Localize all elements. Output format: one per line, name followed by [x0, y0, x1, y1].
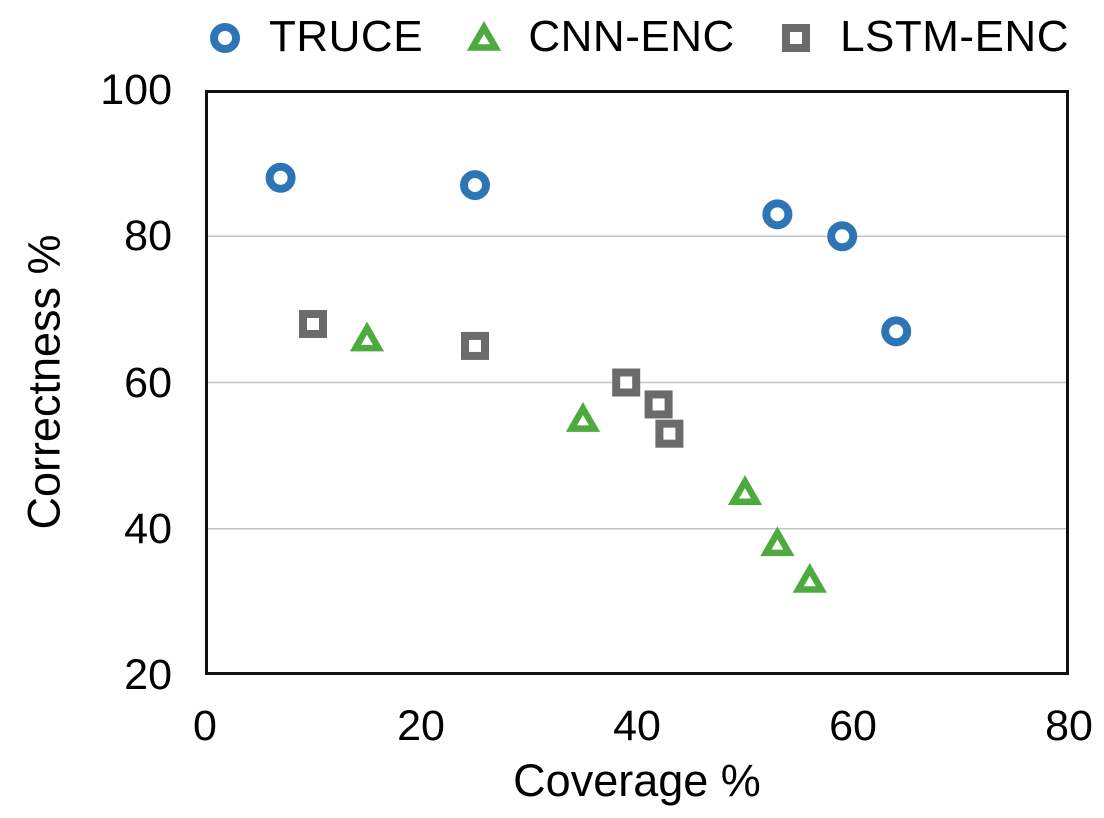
- truce-point: [762, 199, 793, 230]
- cnn-enc-point: [349, 321, 385, 352]
- legend-label-lstm-enc: LSTM-ENC: [840, 12, 1069, 61]
- truce-point: [460, 170, 490, 201]
- lstm-enc-legend-marker: [782, 24, 811, 52]
- x-tick-label-40: 40: [613, 702, 661, 750]
- cnn-enc-point: [565, 402, 601, 432]
- x-tick-label-20: 20: [397, 702, 445, 750]
- y-tick-label-20: 20: [124, 651, 172, 699]
- cnn-enc-point: [792, 562, 827, 593]
- cnn-enc-legend-triangle-icon: [467, 20, 502, 51]
- legend-label-truce: TRUCE: [269, 12, 424, 61]
- chart-legend: TRUCE CNN-ENC LSTM-ENC: [205, 8, 1069, 66]
- lstm-enc-point: [612, 368, 641, 397]
- x-tick-label-60: 60: [829, 702, 877, 750]
- legend-item-lstm-enc: LSTM-ENC: [776, 15, 1069, 59]
- lstm-enc-point: [299, 310, 327, 338]
- lstm-enc-point: [655, 419, 684, 448]
- truce-point: [881, 316, 912, 347]
- cnn-enc-point: [760, 526, 795, 557]
- truce-point: [827, 221, 858, 252]
- cnn-enc-point: [727, 475, 763, 505]
- y-tick-label-80: 80: [124, 212, 172, 261]
- x-axis-tick-labels: 0 20 40 60 80: [193, 700, 1093, 756]
- y-tick-label-40: 40: [124, 504, 172, 553]
- legend-item-truce: TRUCE: [205, 15, 423, 59]
- truce-legend-circle-icon: [210, 23, 240, 53]
- y-tick-label-100: 100: [100, 66, 172, 114]
- truce-point: [265, 162, 296, 193]
- x-tick-label-0: 0: [193, 702, 217, 750]
- legend-label-cnn-enc: CNN-ENC: [528, 12, 735, 61]
- x-tick-label-80: 80: [1045, 702, 1093, 750]
- plot-frame: [205, 90, 1069, 675]
- y-tick-label-60: 60: [124, 358, 172, 407]
- plot-canvas: [205, 90, 1069, 675]
- legend-item-cnn-enc: CNN-ENC: [464, 15, 734, 59]
- y-axis-tick-labels: 20 40 60 80 100: [0, 0, 172, 818]
- cnn-enc-legend-marker: [467, 20, 502, 51]
- truce-legend-marker: [210, 23, 240, 53]
- lstm-enc-point: [644, 390, 673, 419]
- plot-area: [205, 90, 1069, 675]
- lstm-enc-legend-square-icon: [782, 24, 811, 52]
- lstm-enc-point: [461, 331, 489, 360]
- x-axis-title: Coverage %: [513, 755, 761, 806]
